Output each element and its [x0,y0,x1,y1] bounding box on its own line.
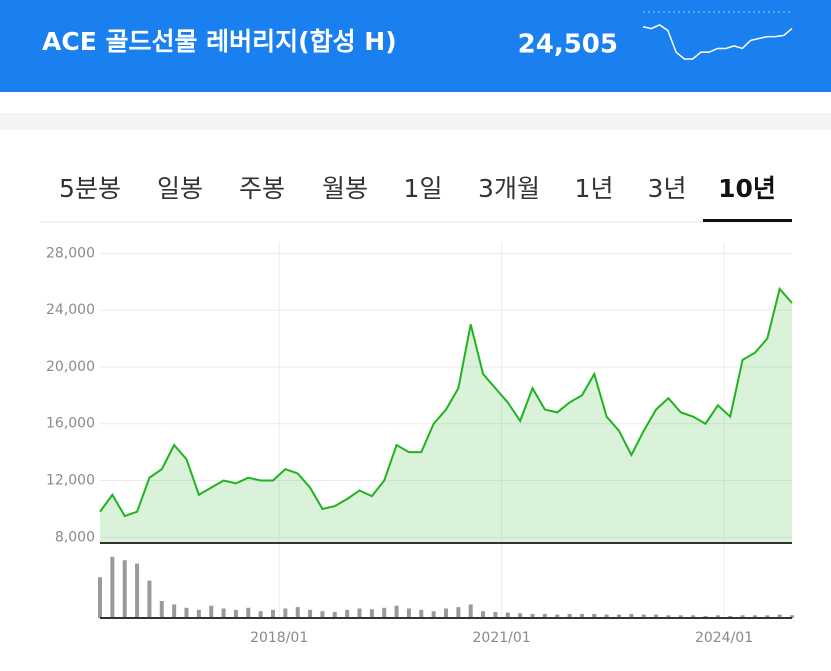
volume-bar [221,608,226,618]
volume-bar [308,609,313,618]
volume-bar [666,615,671,618]
tab[interactable]: 일봉 [157,174,203,203]
volume-bar [184,607,189,618]
title: ACE 골드선물 레버리지(합성 H) [42,27,397,56]
price-line [99,286,793,518]
volume-bar [345,609,350,618]
volume-bar [530,613,535,618]
volume-bar [135,563,140,618]
volume-bar [629,613,634,618]
volume-bar [196,609,201,618]
volume-bar [604,614,609,618]
volume-bar [493,611,498,618]
volume-bar [283,608,288,618]
volume-bar [382,607,387,618]
volume-bar [518,613,523,618]
x-tick-label: 2018/01 [250,630,308,646]
x-tick-label: 2021/01 [473,630,531,646]
tab[interactable]: 1일 [404,174,443,203]
volume-bar [444,608,448,618]
tab[interactable]: 주봉 [239,174,285,203]
volume-bar [542,613,547,618]
volume-bar [147,580,152,618]
volume-bar [579,613,584,618]
y-tick-label: 20,000 [46,359,95,375]
volume-bar [790,615,794,618]
tab[interactable]: 10년 [718,174,776,203]
volume-bar [320,611,325,618]
volume-bar [394,605,399,618]
volume-bar [555,614,560,618]
divider-band [0,113,831,130]
tab[interactable]: 3개월 [478,174,540,203]
y-tick-label: 16,000 [46,416,95,432]
volume-bar [456,607,461,618]
price: 24,505 [518,30,618,60]
volume-bar [678,615,683,618]
tab[interactable]: 5분봉 [59,174,121,203]
volume-bar [258,611,263,618]
volume-bar [110,556,115,618]
volume-bar [468,604,473,618]
y-tick-label: 12,000 [46,473,95,489]
volume-bar [233,609,238,618]
volume-bar [592,613,597,618]
header-bar [0,0,831,92]
volume-bar [246,607,251,618]
volume-bar [752,615,757,618]
volume-bar [691,615,696,618]
volume-bar [172,604,177,618]
volume-bar [728,615,733,618]
tab[interactable]: 월봉 [322,174,368,203]
tab[interactable]: 3년 [648,174,687,203]
volume-bar [715,615,720,618]
y-tick-label: 24,000 [46,302,95,318]
volume-bar [617,614,621,618]
volume-bar [209,605,214,618]
volume-bar [505,612,510,618]
volume-bar [641,614,646,618]
volume-bar [481,611,486,618]
volume-bar [777,614,782,618]
volume-bar [765,615,770,618]
sparkline [642,24,793,60]
area [100,288,792,543]
volume-bar [740,615,745,618]
volume-bar [295,607,300,618]
volume-bar [332,611,337,618]
volume-bar [567,613,572,618]
y-tick-label: 28,000 [46,245,95,261]
x-tick-label: 2024/01 [695,630,753,646]
volume-bar [357,608,362,618]
volume-bar [122,560,127,618]
volume-bar [654,614,659,618]
volume-bar [369,609,374,618]
volume-bar [98,577,102,618]
volume-bar [271,609,275,618]
volume-bar [419,609,424,618]
volume-bar [431,611,436,618]
tab[interactable]: 1년 [575,174,614,203]
y-tick-label: 8,000 [55,529,95,545]
tab-underline [703,219,792,222]
volume-bar [159,601,164,618]
volume-bar [703,615,708,618]
volume-bar [406,608,411,618]
